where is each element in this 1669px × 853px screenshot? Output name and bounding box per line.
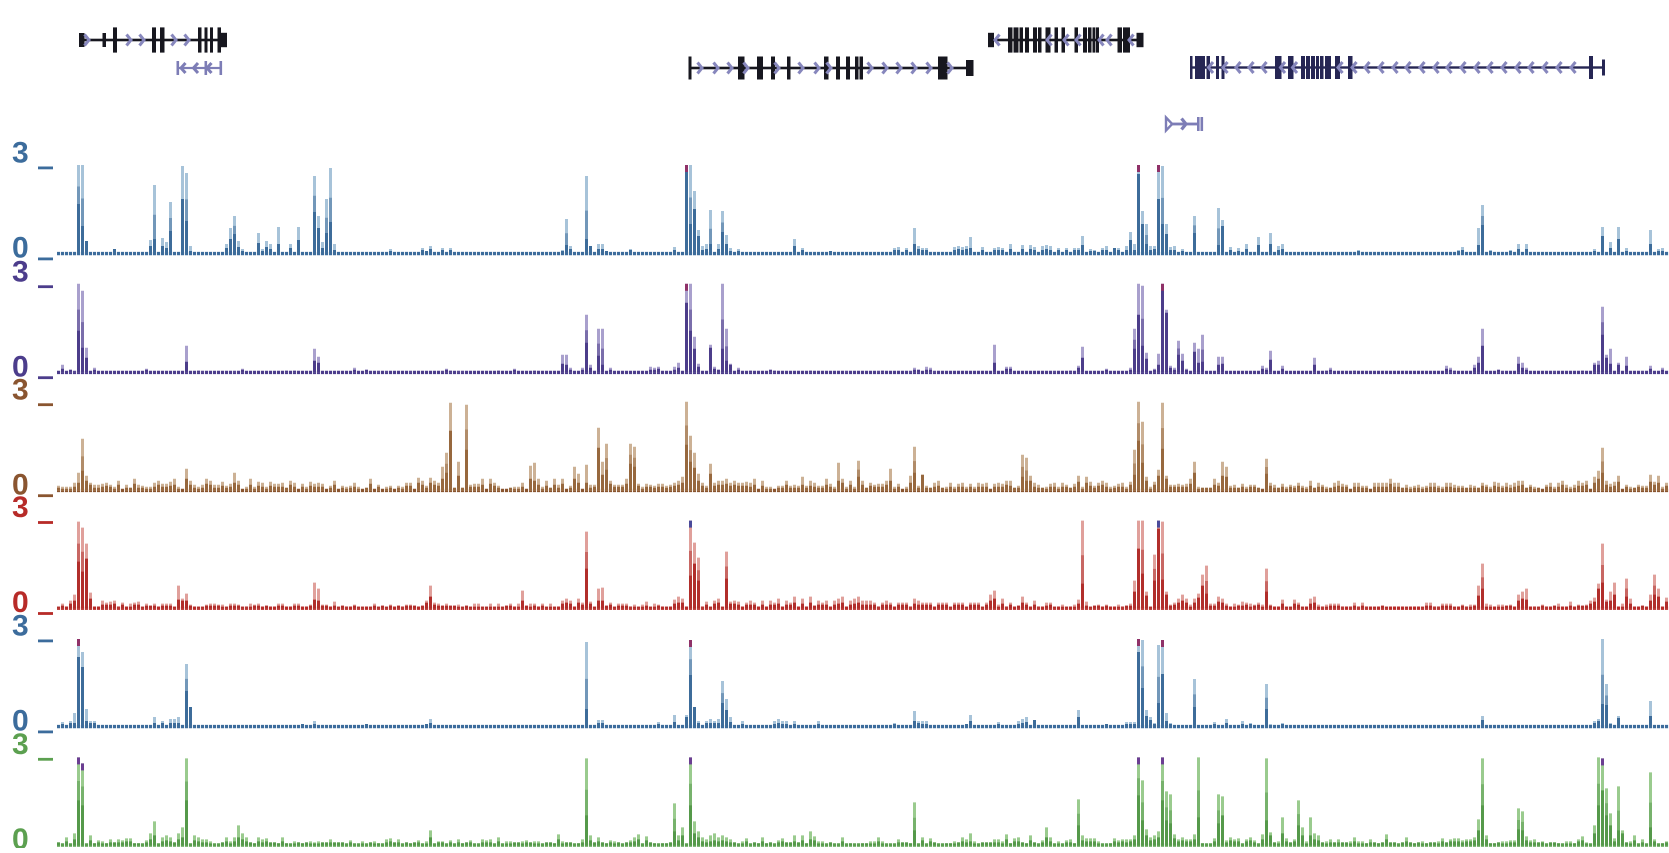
svg-text:0: 0: [12, 705, 29, 738]
svg-text:0: 0: [12, 468, 29, 501]
svg-text:3: 3: [12, 491, 29, 524]
svg-text:3: 3: [12, 255, 29, 288]
svg-text:0: 0: [12, 350, 29, 383]
svg-text:3: 3: [12, 137, 29, 170]
svg-text:3: 3: [12, 728, 29, 761]
svg-text:0: 0: [12, 823, 29, 848]
svg-text:3: 3: [12, 373, 29, 406]
svg-text:0: 0: [12, 586, 29, 619]
svg-text:3: 3: [12, 610, 29, 643]
svg-text:0: 0: [12, 232, 29, 265]
